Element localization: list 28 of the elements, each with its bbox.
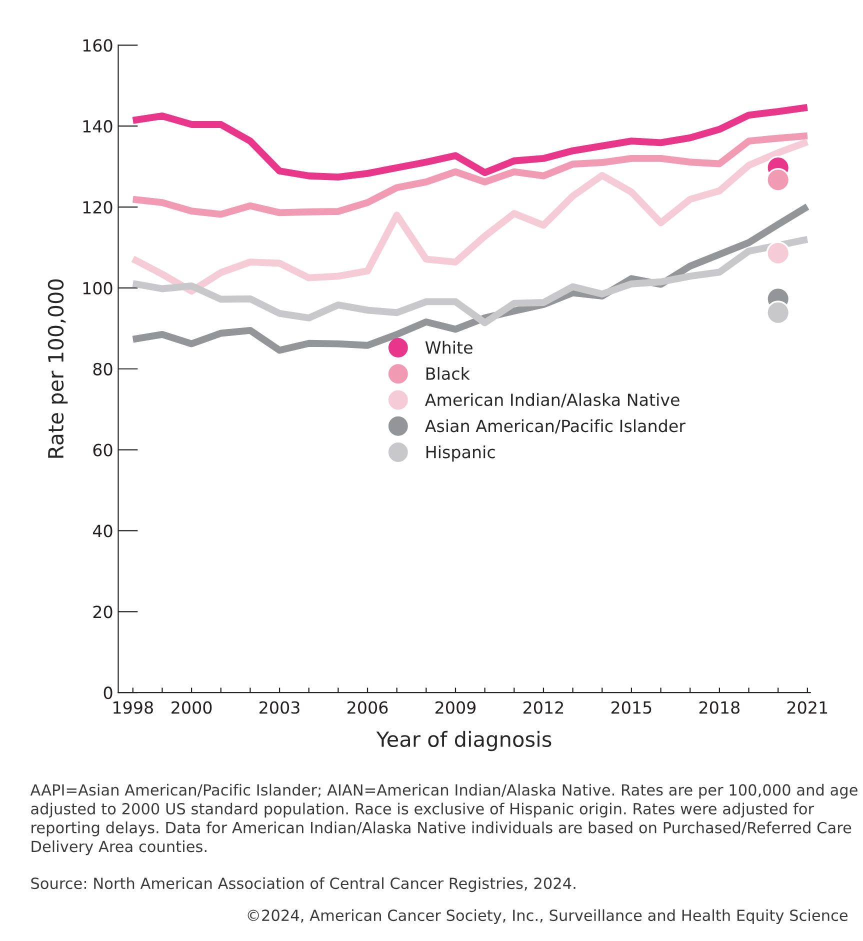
legend-label: Hispanic xyxy=(426,445,495,462)
legend-label: Black xyxy=(426,367,470,380)
x-tick-label: 2021 xyxy=(787,701,828,714)
y-tick-label: 0 xyxy=(104,686,112,700)
y-tick-label: 140 xyxy=(83,120,112,133)
x-tick-label: 2015 xyxy=(611,701,652,714)
legend-label: White xyxy=(425,340,472,354)
y-tick-label: 120 xyxy=(83,200,112,214)
x-axis-title: Year of diagnosis xyxy=(376,730,552,752)
x-tick-label: 2009 xyxy=(436,701,476,714)
x-tick-label: 2003 xyxy=(260,701,300,714)
x-tick-label: 2012 xyxy=(523,701,564,714)
y-tick-label: 40 xyxy=(92,524,112,538)
y-tick-label: 100 xyxy=(83,282,112,295)
y-axis-title: Rate per 100,000 xyxy=(48,279,68,458)
x-tick-label: 1998 xyxy=(114,701,153,714)
x-tick-label: 2006 xyxy=(348,701,388,714)
x-tick-label: 2000 xyxy=(172,701,212,714)
y-tick-label: 160 xyxy=(83,39,112,52)
y-tick-label: 80 xyxy=(93,362,112,376)
text: AAPI=Asian American/Pacific Islander; AIAN=American Indian/Alaska Native. Rates are per 100,000 and age adjusted to 2000 US standard population. Race is exclusive of Hispanic origin. Rates were adjusted for reporting delays. Data for American Indian/Alaska Native individuals are based on Purchased/Referred Care Delivery Area counties. xyxy=(30,784,858,856)
text: ©2024, American Cancer Society, Inc., Surveillance and Health Equity Science xyxy=(248,909,848,924)
legend-label: American Indian/Alaska Native xyxy=(424,393,680,408)
x-tick-label: 2018 xyxy=(699,701,740,714)
y-tick-label: 60 xyxy=(93,444,112,456)
y-tick-label: 20 xyxy=(93,606,112,618)
legend-label: Asian American/Pacific Islander xyxy=(424,419,686,434)
source-note: Source: North American Association of Central Cancer Registries, 2024. xyxy=(31,877,576,892)
